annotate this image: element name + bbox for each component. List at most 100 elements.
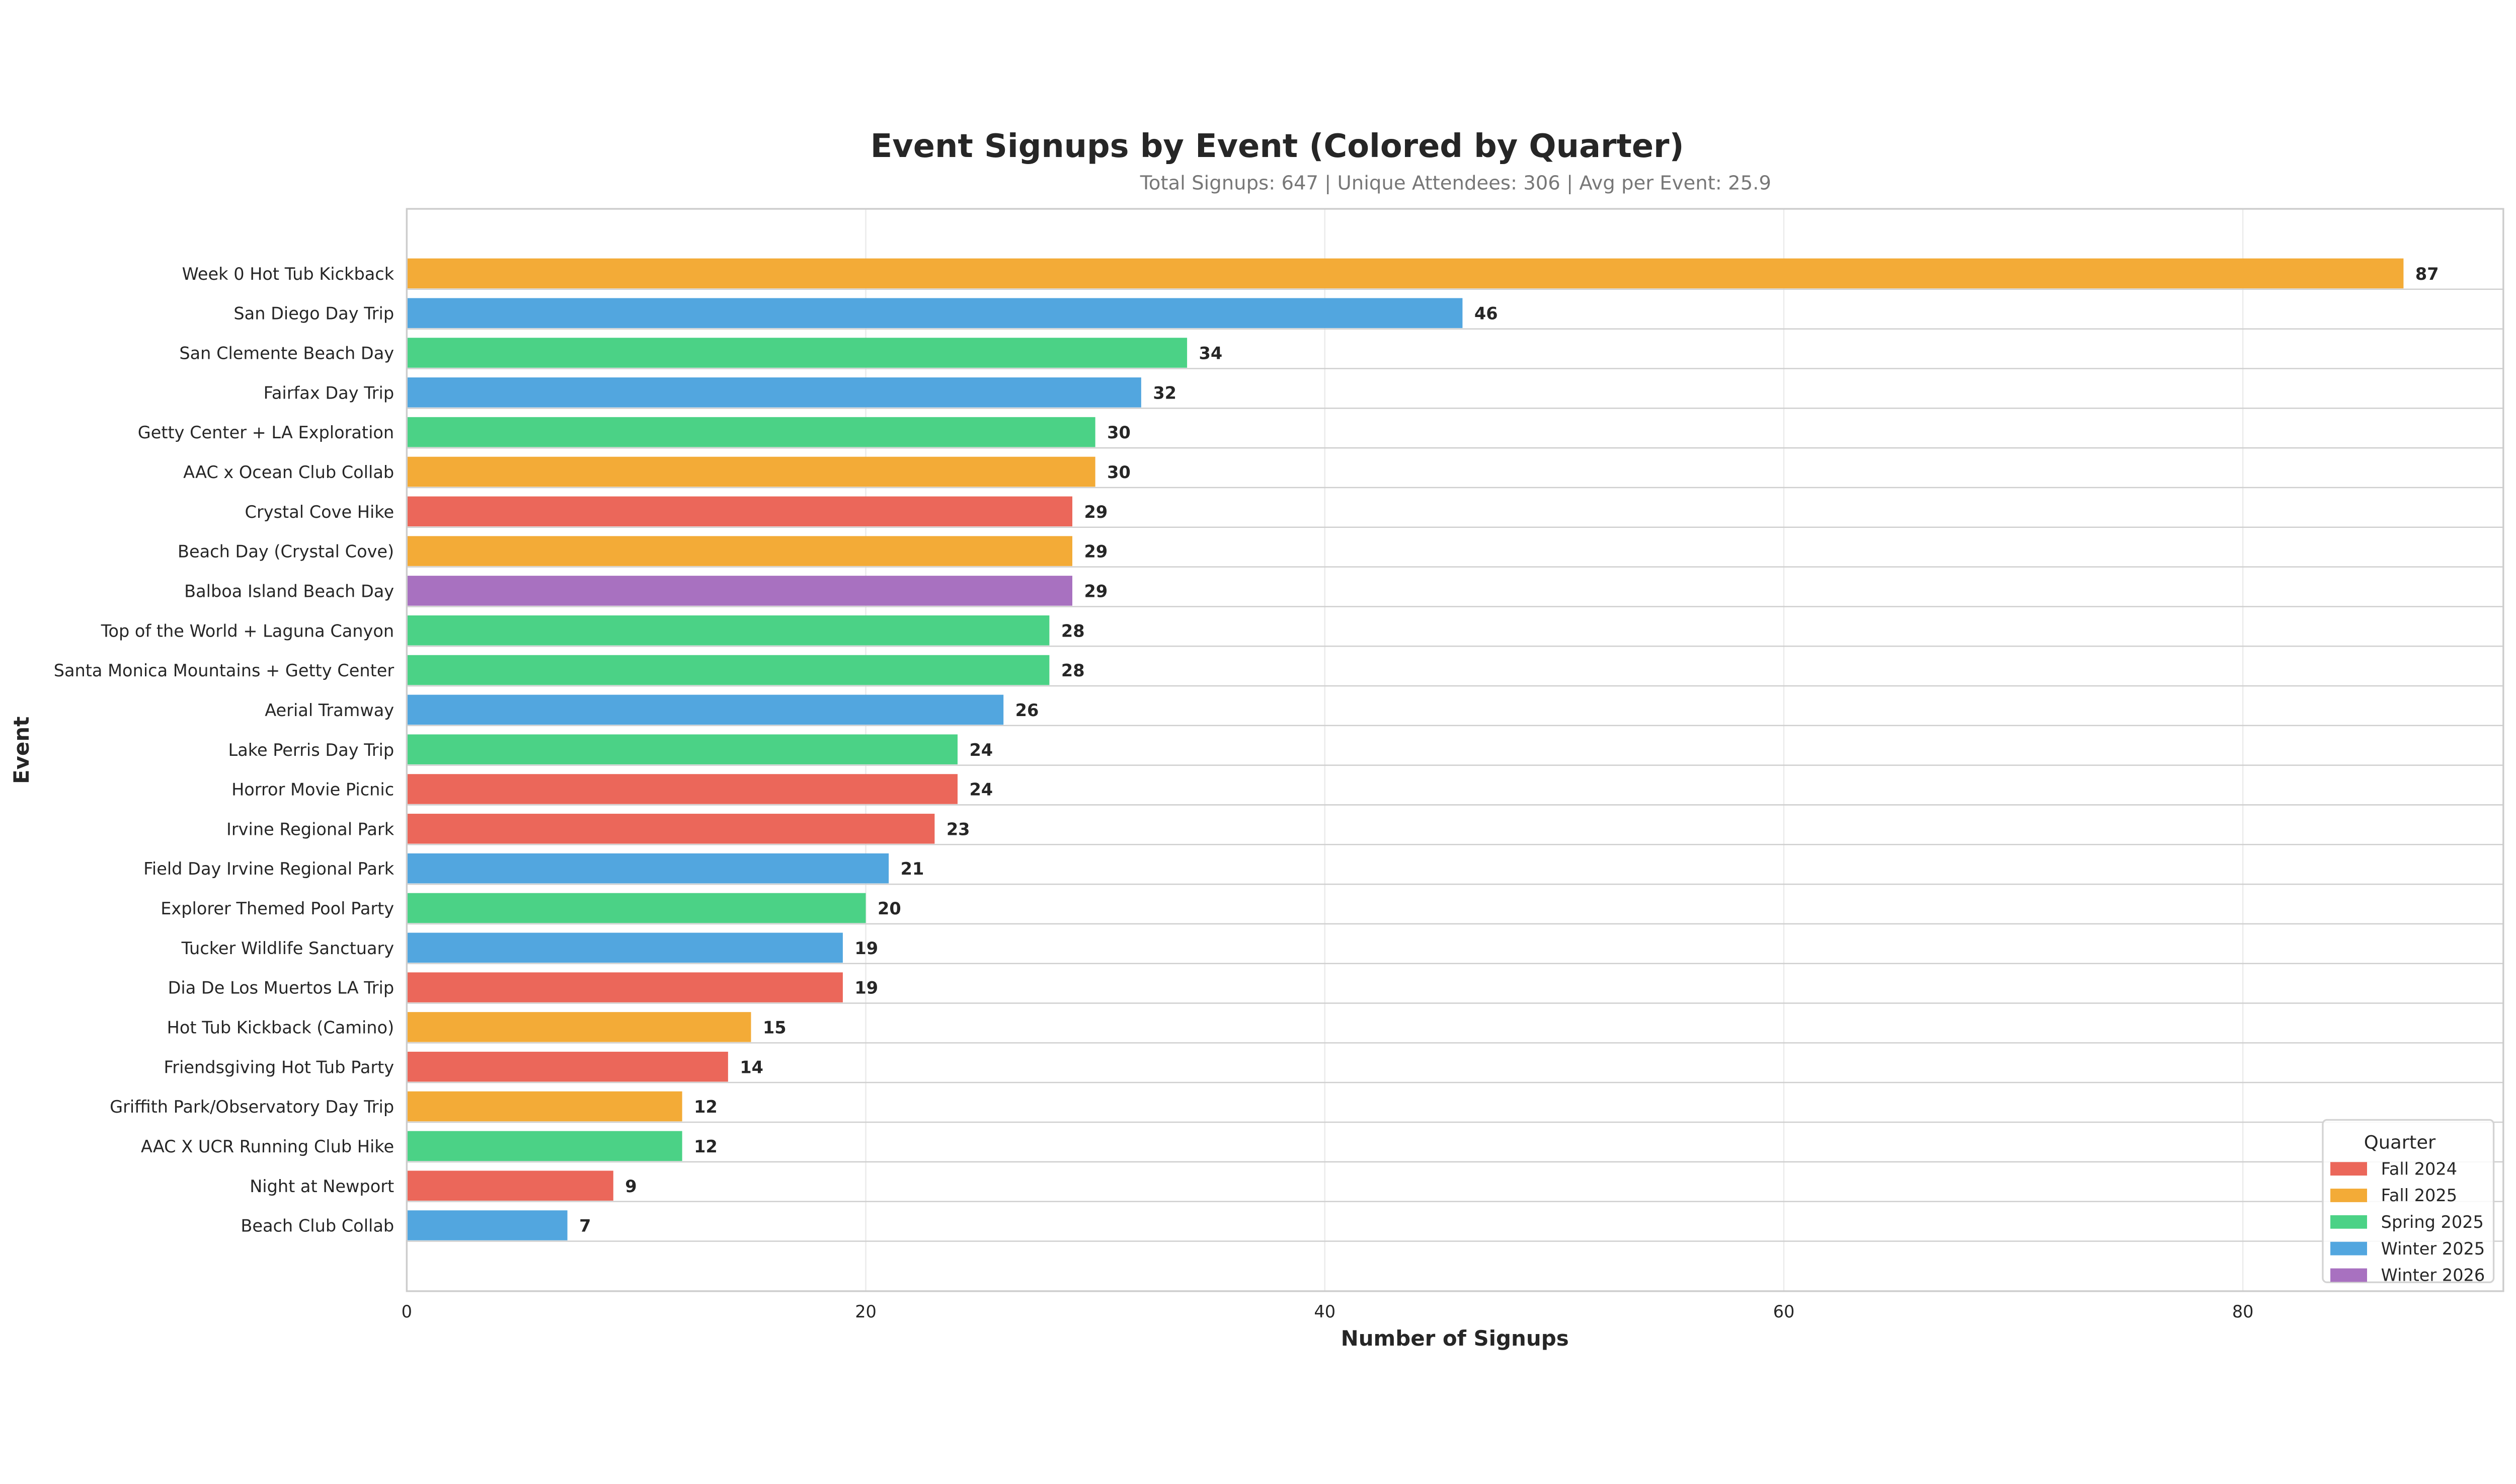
bar-value-label: 12 — [694, 1097, 718, 1117]
y-tick-label: Top of the World + Laguna Canyon — [101, 621, 394, 641]
y-tick-label: Hot Tub Kickback (Camino) — [167, 1018, 395, 1037]
bar — [407, 972, 843, 1002]
y-tick-label: Dia De Los Muertos LA Trip — [168, 978, 395, 998]
bar-value-label: 32 — [1153, 383, 1176, 403]
y-axis-label: Event — [9, 717, 34, 784]
legend-label: Winter 2026 — [2381, 1266, 2485, 1285]
x-axis-label: Number of Signups — [1341, 1326, 1569, 1351]
x-tick-label: 60 — [1773, 1302, 1795, 1321]
legend-swatch — [2330, 1215, 2368, 1229]
bar — [407, 734, 958, 764]
legend: Quarter Fall 2024 Fall 2025 Spring 2025 Wint… — [2322, 1119, 2495, 1285]
bar-value-label: 24 — [969, 740, 993, 760]
y-tick-label: Horror Movie Picnic — [231, 780, 394, 800]
bar — [407, 377, 1141, 408]
bar-value-label: 21 — [901, 859, 924, 879]
bar-value-label: 28 — [1061, 661, 1085, 680]
bar — [407, 615, 1050, 646]
bar — [407, 456, 1095, 487]
y-tick-label: Getty Center + LA Exploration — [138, 423, 394, 442]
bar-value-label: 46 — [1474, 304, 1498, 324]
y-tick-label: Santa Monica Mountains + Getty Center — [54, 661, 395, 680]
y-tick-label: San Clemente Beach Day — [179, 344, 394, 363]
y-tick-label: Tucker Wildlife Sanctuary — [181, 939, 395, 958]
bar — [407, 536, 1073, 566]
bar — [407, 774, 958, 804]
legend-item: Winter 2026 — [2330, 1266, 2485, 1285]
bar-value-label: 19 — [854, 978, 878, 998]
bar-value-label: 28 — [1061, 621, 1085, 641]
bar-value-label: 29 — [1084, 542, 1108, 562]
legend-swatch — [2330, 1162, 2368, 1176]
y-tick-label: Field Day Irvine Regional Park — [143, 859, 395, 879]
y-tick-label: Irvine Regional Park — [226, 819, 395, 839]
bar — [407, 496, 1073, 527]
x-tick-label: 80 — [2232, 1302, 2254, 1321]
bar-value-label: 34 — [1199, 344, 1223, 363]
bar-value-label: 30 — [1107, 423, 1131, 442]
y-tick-label: Beach Day (Crystal Cove) — [178, 542, 394, 562]
legend-swatch — [2330, 1189, 2368, 1202]
y-tick-label: Fairfax Day Trip — [264, 383, 395, 403]
legend-label: Fall 2024 — [2381, 1159, 2457, 1179]
bar — [407, 1091, 682, 1122]
y-tick-label: Beach Club Collab — [241, 1216, 394, 1236]
y-tick-label: Griffith Park/Observatory Day Trip — [110, 1097, 394, 1117]
legend-label: Fall 2025 — [2381, 1186, 2457, 1205]
bar-value-label: 29 — [1084, 502, 1108, 522]
bar-value-label: 24 — [969, 780, 993, 800]
y-tick-label: Explorer Themed Pool Party — [161, 899, 394, 918]
bar — [407, 932, 843, 963]
bar-value-label: 29 — [1084, 581, 1108, 601]
y-tick-label: Lake Perris Day Trip — [228, 740, 395, 760]
bar — [407, 814, 935, 844]
legend-item: Spring 2025 — [2330, 1212, 2484, 1232]
bar — [407, 1051, 728, 1082]
y-tick-label: AAC X UCR Running Club Hike — [141, 1137, 394, 1156]
y-tick-label: AAC x Ocean Club Collab — [183, 462, 394, 482]
bar-value-label: 30 — [1107, 462, 1131, 482]
legend-label: Spring 2025 — [2381, 1212, 2484, 1232]
bar — [407, 1210, 568, 1240]
bar — [407, 338, 1188, 368]
bar-value-label: 19 — [854, 939, 878, 958]
chart-subtitle: Total Signups: 647 | Unique Attendees: 3… — [1140, 172, 1771, 194]
bar — [407, 853, 889, 884]
bar — [407, 576, 1073, 606]
legend-box — [2322, 1119, 2495, 1283]
bar — [407, 655, 1050, 685]
bar — [407, 1170, 613, 1201]
bar — [407, 694, 1004, 725]
bar-value-label: 12 — [694, 1137, 718, 1156]
bar-value-label: 23 — [947, 819, 970, 839]
legend-swatch — [2330, 1241, 2368, 1256]
x-tick-label: 0 — [402, 1302, 412, 1321]
plot-frame — [406, 208, 2504, 1292]
bar-value-label: 20 — [878, 899, 901, 918]
bar — [407, 893, 866, 923]
bar-value-label: 87 — [2415, 264, 2439, 284]
bar — [407, 258, 2404, 289]
bar — [407, 1131, 682, 1161]
legend-item: Fall 2024 — [2330, 1159, 2457, 1179]
legend-label: Winter 2025 — [2381, 1239, 2485, 1259]
legend-title: Quarter — [2364, 1131, 2436, 1153]
y-tick-label: Crystal Cove Hike — [245, 502, 395, 522]
y-tick-label: Friendsgiving Hot Tub Party — [164, 1057, 394, 1077]
bar-value-label: 9 — [625, 1177, 637, 1196]
bar-value-label: 7 — [579, 1216, 591, 1236]
legend-item: Winter 2025 — [2330, 1239, 2485, 1259]
y-tick-label: San Diego Day Trip — [233, 304, 394, 324]
bar-value-label: 15 — [763, 1018, 787, 1037]
bar — [407, 417, 1095, 447]
bar-value-label: 26 — [1015, 700, 1039, 720]
y-tick-label: Aerial Tramway — [265, 700, 394, 720]
y-tick-label: Week 0 Hot Tub Kickback — [182, 264, 395, 284]
legend-item: Fall 2025 — [2330, 1186, 2457, 1205]
y-tick-label: Night at Newport — [250, 1177, 394, 1196]
bar — [407, 1012, 751, 1042]
x-tick-label: 20 — [855, 1302, 877, 1321]
chart-title: Event Signups by Event (Colored by Quart… — [871, 128, 1684, 165]
bar-value-label: 14 — [740, 1057, 763, 1077]
